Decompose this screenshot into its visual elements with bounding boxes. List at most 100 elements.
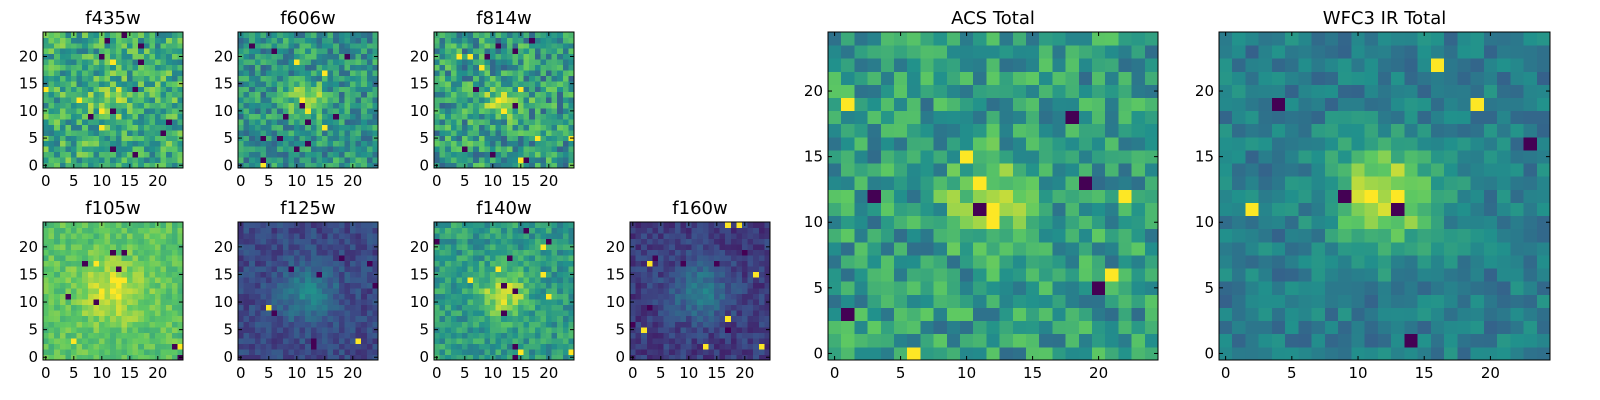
heatmap-cell [506, 37, 513, 44]
heatmap-cell [445, 222, 452, 228]
heatmap-cell [127, 260, 133, 267]
heatmap-cell [456, 135, 463, 142]
heatmap-cell [305, 37, 312, 44]
heatmap-cell [138, 129, 145, 136]
heatmap-cell [484, 288, 491, 295]
heatmap-cell [249, 37, 256, 44]
heatmap-cell [1052, 241, 1066, 256]
heatmap-cell [635, 255, 642, 262]
heatmap-cell [327, 260, 334, 267]
heatmap-cell [518, 310, 524, 317]
heatmap-cell [121, 91, 128, 98]
heatmap-cell [288, 37, 295, 44]
heatmap-cell [282, 108, 289, 114]
heatmap-cell [894, 202, 908, 217]
heatmap-cell [467, 108, 474, 114]
heatmap-cell [155, 321, 161, 328]
heatmap-cell [641, 332, 648, 339]
heatmap-cell [518, 238, 524, 245]
heatmap-cell [127, 293, 133, 300]
heatmap-cell [534, 293, 541, 300]
heatmap-cell [501, 238, 508, 245]
heatmap-cell [48, 157, 55, 163]
heatmap-cell [933, 163, 948, 177]
heatmap-cell [121, 293, 128, 300]
heatmap-cell [557, 337, 564, 344]
heatmap-cell [490, 75, 496, 82]
heatmap-cell [266, 129, 272, 136]
heatmap-cell [490, 97, 496, 104]
heatmap-cell [445, 255, 452, 262]
heatmap-cell [127, 321, 133, 328]
heatmap-cell [473, 97, 480, 104]
heatmap-cell [166, 146, 173, 153]
heatmap-cell [110, 304, 117, 311]
heatmap-cell [316, 227, 323, 234]
heatmap-cell [338, 135, 345, 142]
heatmap-cell [48, 97, 55, 104]
heatmap-cell [907, 281, 921, 295]
heatmap-cell [652, 249, 659, 256]
heatmap-cell [523, 282, 530, 289]
heatmap-cell [166, 266, 173, 273]
heatmap-cell [641, 326, 648, 333]
heatmap-cell [166, 162, 173, 169]
heatmap-cell [322, 140, 328, 147]
heatmap-cell [456, 288, 463, 295]
heatmap-cell [518, 293, 524, 300]
heatmap-cell [764, 321, 771, 328]
heatmap-cell [529, 293, 536, 300]
heatmap-cell [372, 288, 379, 295]
heatmap-cell [680, 222, 687, 228]
heatmap-cell [99, 70, 105, 76]
heatmap-cell [495, 304, 502, 311]
heatmap-cell [557, 53, 564, 60]
heatmap-cell [456, 162, 463, 169]
heatmap-cell [166, 129, 173, 136]
heatmap-cell [562, 326, 569, 333]
heatmap-cell [243, 321, 250, 328]
heatmap-cell [920, 189, 934, 203]
heatmap-cell [149, 255, 156, 262]
heatmap-cell [121, 288, 128, 295]
heatmap-cell [445, 135, 452, 142]
heatmap-cell [65, 124, 72, 131]
heatmap-cell [316, 233, 323, 239]
heatmap-cell [338, 129, 345, 136]
heatmap-cell [512, 102, 519, 109]
heatmap-cell [93, 266, 100, 273]
heatmap-cell [344, 277, 351, 284]
heatmap-cell [372, 70, 379, 76]
heatmap-cell [104, 97, 111, 104]
heatmap-cell [271, 332, 278, 339]
heatmap-cell [350, 233, 356, 239]
heatmap-cell [753, 255, 760, 262]
heatmap-cell [65, 238, 72, 245]
heatmap-cell [177, 348, 184, 355]
heatmap-cell [104, 255, 111, 262]
heatmap-cell [171, 151, 178, 158]
heatmap-cell [48, 113, 55, 120]
heatmap-cell [305, 354, 312, 361]
heatmap-cell [71, 315, 77, 322]
heatmap-cell [697, 293, 704, 300]
heatmap-cell [523, 53, 530, 60]
heatmap-cell [338, 238, 345, 245]
heatmap-cell [747, 233, 754, 239]
heatmap-cell [344, 59, 351, 66]
heatmap-cell [166, 271, 173, 278]
heatmap-cell [59, 97, 66, 104]
heatmap-cell [149, 332, 156, 339]
heatmap-cell [663, 255, 670, 262]
heatmap-cell [501, 271, 508, 278]
heatmap-cell [439, 129, 446, 136]
heatmap-cell [322, 266, 328, 273]
heatmap-cell [495, 86, 502, 93]
heatmap-cell [663, 304, 670, 311]
heatmap-cell [333, 343, 340, 350]
heatmap-cell [495, 32, 502, 38]
heatmap-cell [87, 222, 94, 228]
heatmap-cell [344, 282, 351, 289]
heatmap-cell [254, 255, 261, 262]
heatmap-cell [467, 80, 474, 87]
